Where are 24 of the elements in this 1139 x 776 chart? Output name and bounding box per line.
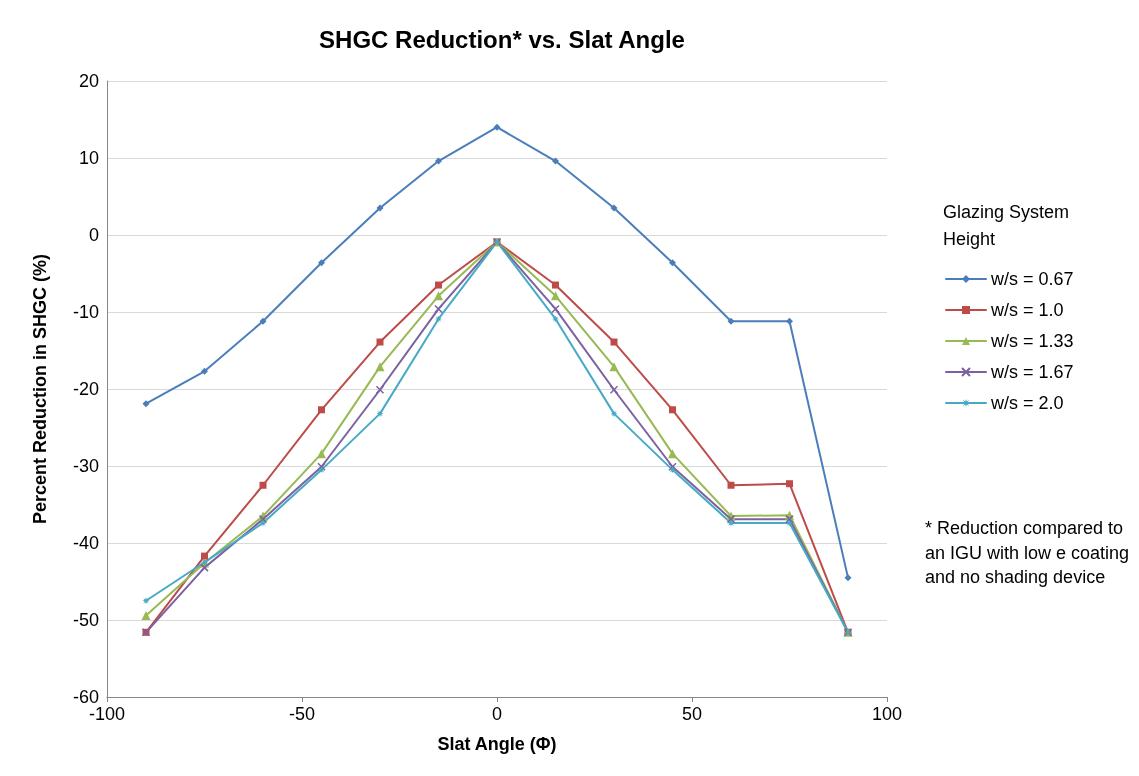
y-tick-label: 20 bbox=[78, 71, 99, 91]
y-tick-label: -20 bbox=[72, 379, 99, 399]
x-axis-title: Slat Angle (Φ) bbox=[437, 734, 557, 754]
y-tick-label: -40 bbox=[72, 533, 99, 553]
y-tick-label: -10 bbox=[72, 302, 99, 322]
x-tick-label: 100 bbox=[871, 704, 903, 724]
text: * Reduction compared to an IGU with low e coating and no shading device bbox=[925, 518, 1135, 588]
x-tick-label: -50 bbox=[288, 704, 316, 724]
chart-title: SHGC Reduction* vs. Slat Angle bbox=[319, 25, 685, 53]
y-tick-label: -60 bbox=[72, 687, 99, 707]
y-tick-label: 0 bbox=[88, 225, 99, 245]
legend-label: w/s = 0.67 bbox=[990, 269, 1074, 289]
y-axis-title: Percent Reduction in SHGC (%) bbox=[30, 253, 50, 525]
y-tick-label: -30 bbox=[72, 456, 99, 476]
legend-label: w/s = 1.0 bbox=[990, 300, 1064, 320]
legend-title: Glazing System Height bbox=[943, 201, 1075, 249]
legend-label: w/s = 2.0 bbox=[990, 393, 1064, 413]
legend-label: w/s = 1.33 bbox=[990, 331, 1074, 351]
y-tick-label: 10 bbox=[78, 148, 99, 168]
x-tick-label: 50 bbox=[681, 704, 703, 724]
y-tick-label: -50 bbox=[72, 610, 99, 630]
x-tick-label: 0 bbox=[491, 704, 503, 724]
x-tick-label: -100 bbox=[88, 704, 126, 724]
legend-label: w/s = 1.67 bbox=[990, 362, 1074, 382]
